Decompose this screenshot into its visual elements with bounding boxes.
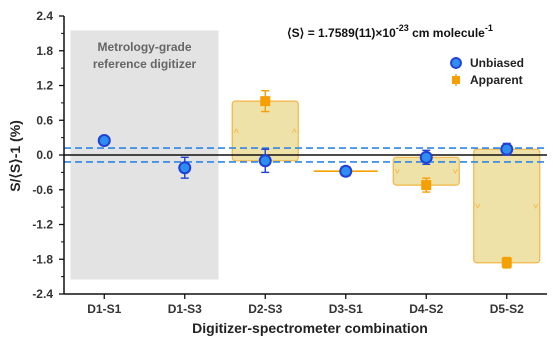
bias-arrow [533,203,539,209]
data-points [97,90,514,269]
y-tick-label: 2.4 [36,9,53,23]
reference-lines [64,147,547,163]
unbiased-point [339,164,353,178]
bias-arrow [394,169,400,175]
apparent-point [421,180,432,191]
x-tick-label: D5-S2 [490,302,524,316]
y-tick-label: -2.4 [32,287,53,301]
reference-band-label: Metrology-grade [97,40,191,54]
mean-annotation-superscript: -23 [396,23,409,33]
x-tick-label: D4-S2 [409,302,443,316]
legend: Unbiased Apparent [450,56,524,87]
bias-box [473,148,541,264]
apparent-point [260,96,271,107]
y-tick-label: 1.8 [36,44,53,58]
legend-apparent-label: Apparent [470,73,523,87]
unbiased-point [97,134,111,148]
mean-annotation: ⟨S⟩ = 1.7589(11)×10-23 cm molecule-1 [287,23,493,40]
bias-arrow [475,203,481,209]
mean-annotation-superscript: -1 [485,23,493,33]
reference-band-label: reference digitizer [93,57,197,71]
unbiased-point [419,150,433,164]
y-tick-label: -1.2 [32,218,53,232]
bias-arrow [291,128,297,134]
x-axis-title: Digitizer-spectrometer combination [192,320,428,336]
bias-boxes [231,100,541,264]
unbiased-point [178,161,192,175]
x-tick-label: D1-S3 [168,302,202,316]
bias-arrow [233,128,239,134]
mean-annotation-text: ⟨S⟩ = 1.7589(11)×10 [287,26,396,40]
apparent-point [501,257,512,268]
mean-annotation-text: cm molecule [409,26,485,40]
x-tick-label: D1-S1 [87,302,121,316]
x-tick-label: D3-S1 [329,302,363,316]
y-tick-label: -1.8 [32,252,53,266]
legend-unbiased-marker [450,57,462,69]
x-tick-label: D2-S3 [248,302,282,316]
y-tick-label: 0.6 [36,113,53,127]
y-tick-label: -0.6 [32,183,53,197]
legend-unbiased-label: Unbiased [470,56,524,70]
legend-apparent-marker [452,76,460,84]
unbiased-point [500,142,514,156]
bias-arrow [452,169,458,175]
y-tick-label: 0.0 [36,148,53,162]
axes: 2.4 1.8 1.2 0.6 0.0 -0.6 -1.2 -1.8 -2.4 D1-S1 D1-S… [32,9,547,316]
unbiased-point [258,154,272,168]
y-tick-label: 1.2 [36,79,53,93]
y-axis-title: S/⟨S⟩-1 (%) [7,120,23,192]
